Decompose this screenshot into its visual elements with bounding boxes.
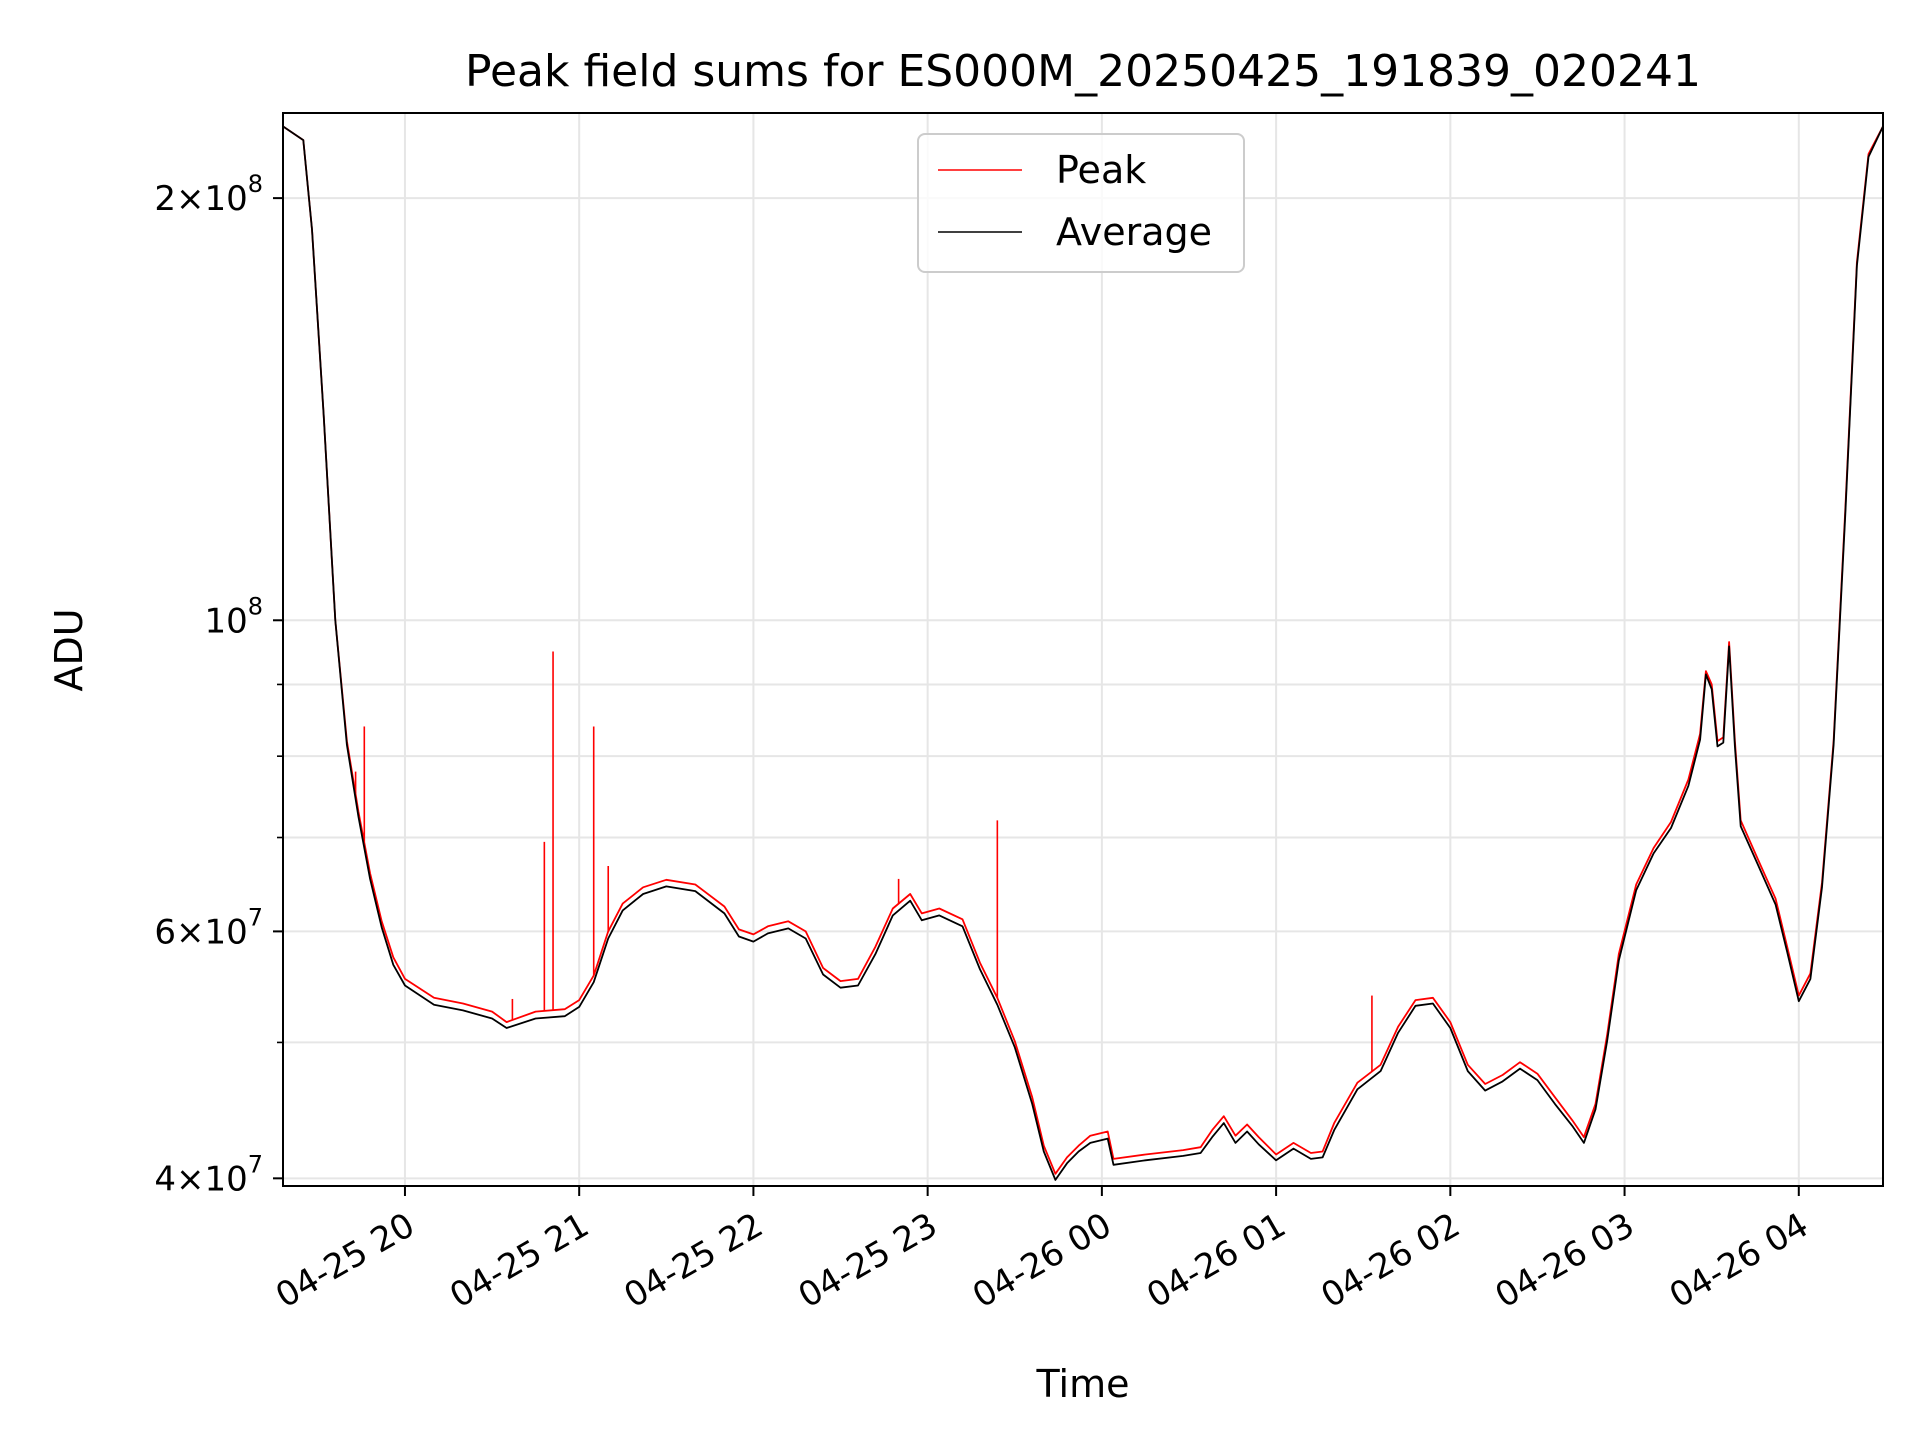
legend: Peak Average (917, 133, 1245, 273)
y-tick-label: 6×107 (154, 903, 263, 952)
average-series-line (282, 125, 1884, 1181)
y-tick-label: 4×107 (154, 1150, 263, 1199)
peak-series-line (282, 125, 1884, 1175)
y-tick-label: 2×108 (154, 170, 263, 219)
legend-label-average: Average (1056, 210, 1212, 254)
y-axis-label: ADU (47, 608, 91, 691)
plot-frame (282, 112, 1884, 1187)
legend-box (917, 133, 1245, 273)
y-tick-label: 108 (204, 592, 263, 641)
grid (283, 113, 1883, 1186)
chart-title: Peak field sums for ES000M_20250425_1918… (465, 46, 1701, 97)
legend-label-peak: Peak (1056, 148, 1146, 192)
series-layer (282, 125, 1884, 1181)
x-axis-label: Time (1036, 1362, 1130, 1406)
